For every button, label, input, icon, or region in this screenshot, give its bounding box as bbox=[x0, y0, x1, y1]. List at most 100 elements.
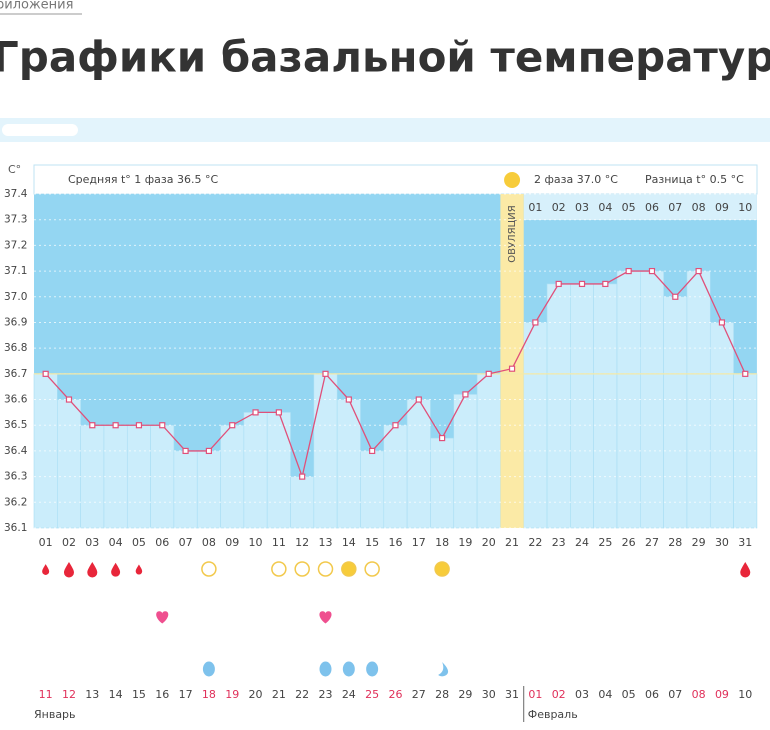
y-unit: C° bbox=[8, 163, 21, 176]
x-tick-label: 18 bbox=[435, 536, 449, 549]
point bbox=[462, 391, 469, 398]
date-label: 24 bbox=[342, 688, 356, 701]
date-label: 07 bbox=[668, 688, 682, 701]
date-label: 10 bbox=[738, 688, 752, 701]
ovulation-column bbox=[500, 194, 524, 528]
month-label: Февраль bbox=[528, 708, 578, 721]
point bbox=[508, 365, 516, 372]
point bbox=[742, 370, 749, 377]
point bbox=[42, 370, 49, 377]
x-tick-label: 31 bbox=[738, 536, 752, 549]
point bbox=[369, 447, 376, 455]
day-column bbox=[663, 296, 688, 529]
y-tick-label: 36.6 bbox=[4, 394, 28, 406]
date-label: 31 bbox=[505, 688, 519, 701]
x-tick-label: 19 bbox=[458, 536, 472, 549]
day-column bbox=[266, 412, 291, 529]
date-label: 17 bbox=[179, 688, 193, 701]
luteal-day-label: 02 bbox=[552, 201, 566, 214]
y-tick-label: 37.3 bbox=[4, 214, 27, 226]
point bbox=[695, 267, 702, 275]
mucus-icon bbox=[319, 661, 332, 677]
mucus-icon bbox=[202, 661, 215, 677]
date-label: 29 bbox=[458, 688, 472, 701]
day-column bbox=[546, 283, 571, 529]
date-label: 08 bbox=[692, 688, 706, 701]
cycle-circle bbox=[294, 561, 310, 577]
point bbox=[275, 409, 282, 416]
date-label: 02 bbox=[552, 688, 566, 701]
x-tick-label: 24 bbox=[575, 536, 589, 549]
point bbox=[345, 396, 352, 403]
point bbox=[555, 280, 562, 288]
day-column bbox=[196, 450, 221, 529]
x-tick-label: 27 bbox=[645, 536, 659, 549]
phase1-label: Средняя t° 1 фаза 36.5 °C bbox=[68, 173, 218, 186]
luteal-day-label: 04 bbox=[598, 201, 612, 214]
bleeding-icon bbox=[87, 562, 98, 578]
date-label: 22 bbox=[295, 688, 309, 701]
bleeding-icon bbox=[111, 562, 121, 577]
ovulation-sun bbox=[504, 172, 521, 188]
date-label: 23 bbox=[319, 688, 333, 701]
breadcrumb: риложения bbox=[0, 0, 73, 13]
date-label: 06 bbox=[645, 688, 659, 701]
date-label: 03 bbox=[575, 688, 589, 701]
date-label: 11 bbox=[39, 688, 53, 701]
y-tick-label: 36.8 bbox=[4, 342, 27, 354]
y-tick-label: 37.2 bbox=[4, 239, 27, 251]
date-label: 28 bbox=[435, 688, 449, 701]
y-tick-label: 36.4 bbox=[4, 445, 28, 457]
day-column bbox=[570, 283, 594, 529]
bleeding-icon bbox=[740, 562, 751, 578]
point bbox=[532, 319, 539, 326]
point bbox=[602, 280, 609, 288]
point bbox=[299, 473, 306, 480]
x-tick-label: 06 bbox=[155, 536, 169, 549]
x-tick-label: 12 bbox=[295, 536, 309, 549]
point bbox=[625, 267, 632, 275]
x-tick-label: 01 bbox=[39, 536, 53, 549]
day-column bbox=[173, 450, 198, 529]
cycle-circle bbox=[271, 561, 287, 577]
y-tick-label: 36.5 bbox=[4, 419, 27, 431]
y-tick-label: 36.2 bbox=[4, 496, 27, 508]
day-column bbox=[360, 450, 385, 529]
date-label: 12 bbox=[62, 688, 76, 701]
date-label: 19 bbox=[225, 688, 239, 701]
x-tick-label: 30 bbox=[715, 536, 729, 549]
y-tick-label: 37.0 bbox=[4, 291, 27, 303]
y-tick-label: 36.9 bbox=[4, 316, 27, 328]
luteal-day-label: 09 bbox=[715, 201, 729, 214]
point bbox=[159, 422, 166, 429]
x-tick-label: 14 bbox=[342, 536, 356, 549]
luteal-day-label: 03 bbox=[575, 201, 589, 214]
x-tick-label: 17 bbox=[412, 536, 426, 549]
heart-icon bbox=[156, 611, 169, 624]
day-column bbox=[406, 399, 431, 529]
luteal-day-label: 08 bbox=[692, 201, 706, 214]
y-tick-label: 37.4 bbox=[4, 188, 28, 200]
x-tick-label: 03 bbox=[85, 536, 99, 549]
date-label: 26 bbox=[388, 688, 402, 701]
cycle-circle bbox=[317, 561, 334, 577]
mucus-icon bbox=[366, 661, 379, 677]
date-label: 30 bbox=[482, 688, 496, 701]
luteal-day-label: 05 bbox=[622, 201, 636, 214]
x-tick-label: 22 bbox=[528, 536, 542, 549]
point bbox=[415, 396, 422, 403]
x-tick-label: 05 bbox=[132, 536, 146, 549]
day-column bbox=[453, 394, 478, 529]
x-tick-label: 29 bbox=[692, 536, 706, 549]
luteal-header bbox=[523, 194, 757, 220]
x-tick-label: 09 bbox=[225, 536, 239, 549]
luteal-day-label: 06 bbox=[645, 201, 659, 214]
x-tick-label: 11 bbox=[272, 536, 286, 549]
day-column bbox=[243, 412, 268, 529]
luteal-day-label: 10 bbox=[738, 201, 752, 214]
point bbox=[252, 409, 259, 416]
y-tick-label: 36.1 bbox=[4, 522, 27, 534]
point bbox=[205, 447, 212, 455]
date-label: 18 bbox=[202, 688, 216, 701]
